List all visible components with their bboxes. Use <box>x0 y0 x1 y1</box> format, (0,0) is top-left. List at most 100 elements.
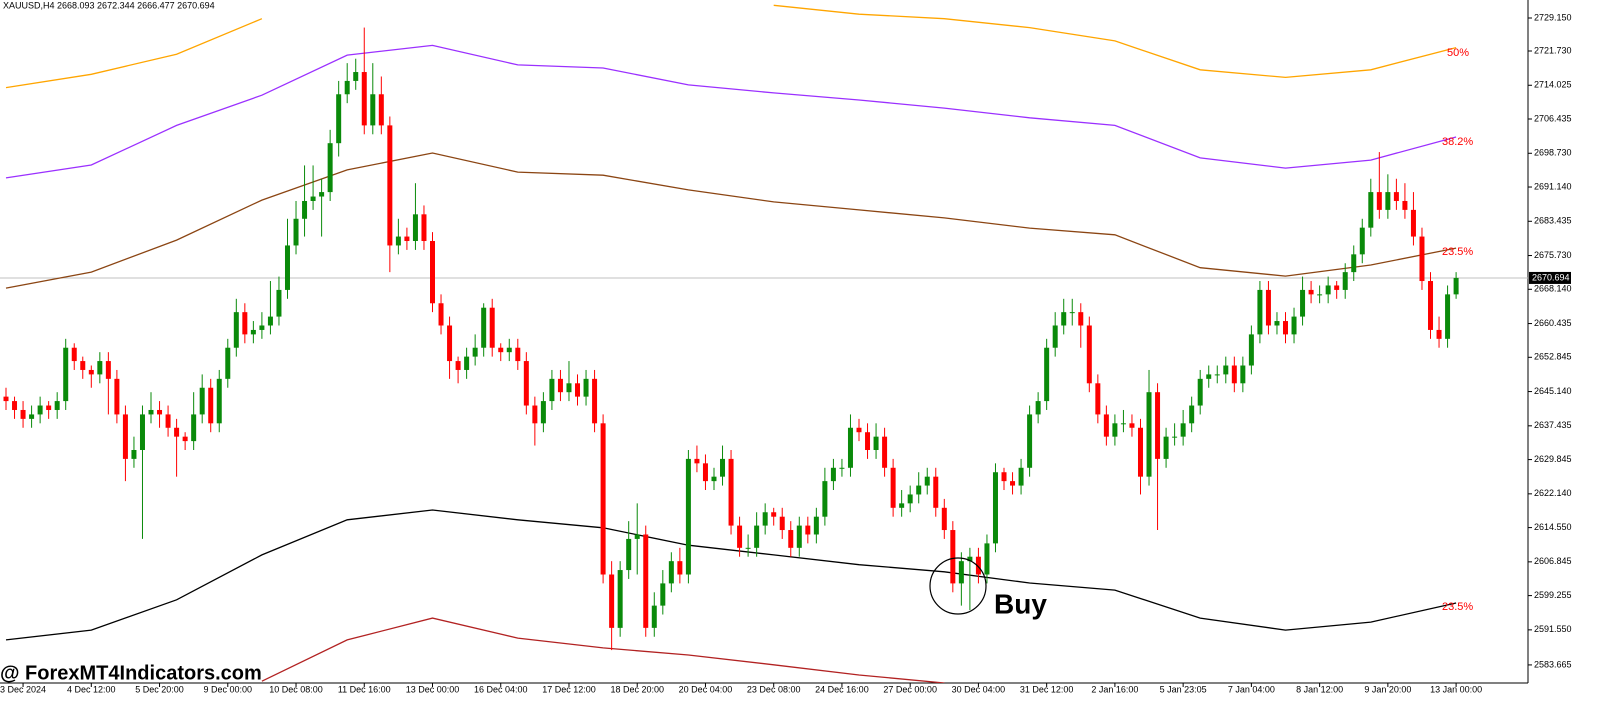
candle-body <box>1257 289 1263 335</box>
x-tick-label: 16 Dec 04:00 <box>474 684 528 694</box>
candle-body <box>523 361 529 406</box>
candle-body <box>694 458 700 464</box>
candle-body <box>634 534 640 539</box>
candle-body <box>1103 414 1109 437</box>
y-tick-label: 2622.140 <box>1534 488 1572 498</box>
level-label: 23.5% <box>1442 601 1473 613</box>
candle-body <box>242 312 248 335</box>
candle-body <box>865 432 871 450</box>
candle-body <box>250 329 256 335</box>
candle-body <box>916 485 922 495</box>
candle-body <box>1368 192 1374 228</box>
candle-body <box>788 530 794 548</box>
candle-body <box>575 383 581 397</box>
candle-body <box>225 347 231 379</box>
candle-body <box>1197 378 1203 406</box>
plot-area <box>0 4 1528 683</box>
candle-body <box>284 245 290 290</box>
candle-body <box>1351 254 1357 273</box>
candle-body <box>583 378 589 397</box>
y-tick-label: 2614.550 <box>1534 522 1572 532</box>
candle-body <box>1095 383 1101 415</box>
candle-body <box>685 458 691 575</box>
candle-body <box>933 476 939 508</box>
candle-body <box>805 525 811 535</box>
x-tick-label: 13 Jan 00:00 <box>1430 684 1482 694</box>
candle-body <box>1155 392 1161 459</box>
candle-body <box>336 94 342 144</box>
y-tick-label: 2721.730 <box>1534 45 1572 55</box>
candle-body <box>1419 236 1425 282</box>
candle-body <box>1027 414 1033 468</box>
y-tick-label: 2714.025 <box>1534 80 1572 90</box>
y-tick-label: 2729.150 <box>1534 12 1572 22</box>
candle-body <box>97 361 103 375</box>
candle-body <box>711 476 717 482</box>
candle-body <box>1010 481 1016 486</box>
x-tick-label: 31 Dec 12:00 <box>1020 684 1074 694</box>
candle-body <box>1231 365 1237 384</box>
candle-body <box>745 547 751 549</box>
candle-body <box>404 236 410 242</box>
signal-label: Buy <box>994 588 1047 619</box>
candle-body <box>29 414 35 419</box>
candle-body <box>1393 192 1399 201</box>
last-price-box <box>1529 271 1571 284</box>
candle-body <box>1248 334 1254 366</box>
candle-body <box>1453 277 1459 295</box>
candle-body <box>165 414 171 428</box>
x-tick-label: 4 Dec 12:00 <box>67 684 116 694</box>
candle-body <box>395 236 401 246</box>
candle-body <box>958 561 964 584</box>
level-label: 38.2% <box>1442 136 1473 148</box>
candle-body <box>455 361 461 370</box>
candle-body <box>199 387 205 415</box>
x-tick-label: 30 Dec 04:00 <box>952 684 1006 694</box>
candle-body <box>472 347 478 357</box>
x-tick-label: 23 Dec 08:00 <box>747 684 801 694</box>
candle-body <box>626 538 632 571</box>
x-tick-label: 17 Dec 12:00 <box>542 684 596 694</box>
candle-body <box>1078 312 1084 326</box>
candle-body <box>1317 294 1323 296</box>
candle-body <box>54 401 60 410</box>
candle-body <box>609 574 615 628</box>
x-tick-label: 9 Jan 20:00 <box>1364 684 1411 694</box>
y-tick-label: 2606.845 <box>1534 556 1572 566</box>
candle-body <box>1137 427 1143 477</box>
x-tick-label: 27 Dec 00:00 <box>883 684 937 694</box>
y-tick-label: 2652.845 <box>1534 352 1572 362</box>
y-tick-label: 2599.255 <box>1534 590 1572 600</box>
level-label: 50% <box>1447 47 1469 59</box>
y-tick-label: 2660.435 <box>1534 318 1572 328</box>
candle-body <box>566 383 572 393</box>
candle-body <box>1402 200 1408 210</box>
candle-body <box>771 512 777 517</box>
candle-body <box>702 463 708 482</box>
candle-body <box>1334 285 1340 290</box>
candle-body <box>1385 192 1391 210</box>
candle-body <box>3 396 9 402</box>
level-label: 23.5% <box>1442 246 1473 258</box>
candle-body <box>353 72 359 81</box>
candle-body <box>481 307 487 348</box>
candle-body <box>438 303 444 326</box>
candle-body <box>839 467 845 469</box>
x-tick-label: 9 Dec 00:00 <box>204 684 253 694</box>
candle-body <box>1163 436 1169 459</box>
candle-body <box>1274 321 1280 326</box>
candle-body <box>361 72 367 126</box>
candle-body <box>1436 329 1442 339</box>
candle-body <box>1283 321 1288 335</box>
indicator-line <box>261 617 945 683</box>
candle-body <box>592 378 598 424</box>
candle-body <box>1189 405 1195 424</box>
candle-body <box>651 605 657 628</box>
candle-body <box>549 378 555 402</box>
candle-body <box>267 316 273 326</box>
candle-body <box>1129 423 1135 428</box>
candle-body <box>105 361 111 379</box>
last-price-label: 2670.694 <box>1532 272 1570 282</box>
candle-body <box>216 378 222 424</box>
